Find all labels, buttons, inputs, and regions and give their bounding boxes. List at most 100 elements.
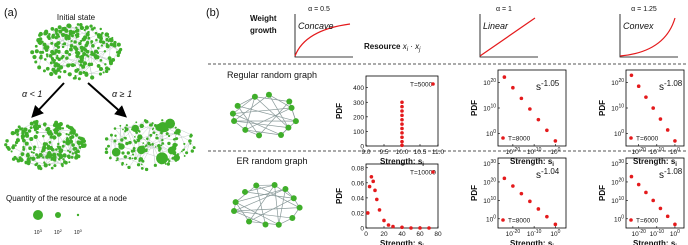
edge	[268, 94, 292, 109]
node	[80, 144, 85, 149]
tick-label: 10-10	[650, 229, 665, 238]
node	[59, 70, 62, 73]
tick-label: 0.02	[351, 210, 364, 217]
node	[20, 134, 26, 139]
node	[51, 58, 55, 62]
base: 10	[670, 149, 678, 156]
base: 10	[631, 149, 639, 156]
base: 10	[611, 80, 619, 87]
node	[189, 133, 193, 136]
node	[74, 68, 79, 73]
tick-label: 400	[353, 85, 364, 92]
edge	[60, 31, 65, 44]
node	[69, 44, 74, 48]
node	[101, 40, 106, 45]
node	[242, 126, 249, 133]
edge	[100, 51, 106, 61]
node	[113, 127, 117, 130]
base: 10	[486, 216, 494, 223]
node	[102, 71, 105, 74]
node	[154, 146, 157, 148]
x-label-main: Strength: s	[633, 157, 676, 166]
node	[41, 147, 45, 152]
tick-label: 10-10	[527, 147, 542, 156]
edge	[147, 138, 160, 147]
node	[168, 160, 170, 163]
sup: 0	[677, 229, 680, 235]
node	[43, 58, 47, 61]
node	[42, 69, 46, 73]
node	[29, 126, 33, 130]
row-label: Regular random graph	[227, 70, 317, 80]
edge	[53, 57, 68, 70]
growth-kind: Concave	[298, 21, 334, 31]
annotation: s-1.05	[536, 79, 560, 93]
node	[19, 157, 24, 163]
point	[373, 188, 377, 193]
node	[14, 129, 18, 133]
node	[121, 151, 125, 155]
node	[67, 34, 71, 39]
tick-label: 10-20	[506, 147, 521, 156]
node	[50, 49, 55, 55]
node	[246, 218, 253, 225]
node	[33, 145, 37, 149]
point	[400, 135, 404, 140]
node	[43, 161, 46, 164]
node	[24, 141, 29, 146]
node	[32, 151, 35, 154]
alpha-lt: α < 1	[22, 89, 42, 99]
node	[113, 40, 117, 45]
weight-label: Weight	[250, 14, 277, 23]
node	[275, 221, 282, 228]
node	[138, 159, 141, 163]
arrow	[87, 82, 127, 118]
node	[50, 158, 53, 161]
node	[35, 153, 39, 157]
node	[62, 27, 65, 30]
x-label-main: Strength: s	[380, 239, 423, 245]
node	[134, 140, 138, 144]
node	[52, 135, 57, 140]
node	[71, 34, 74, 38]
node	[78, 41, 82, 46]
node	[123, 155, 128, 159]
node	[73, 64, 76, 67]
node	[10, 131, 15, 136]
node	[85, 53, 89, 57]
chart: 0 20 40 60 80 0 0.02 0.04 0.06 0.08 PDF Strength: s…	[335, 163, 442, 245]
node	[45, 45, 50, 50]
base: 10	[527, 231, 535, 238]
point	[636, 84, 641, 89]
edge	[186, 140, 191, 153]
point	[400, 131, 404, 135]
base: 10	[506, 149, 514, 156]
node	[7, 147, 11, 151]
edge	[234, 207, 300, 212]
tick-label: 100	[614, 214, 624, 223]
sup: -20	[639, 229, 646, 235]
tick-label: 100	[486, 214, 496, 223]
size-marker	[33, 210, 43, 220]
base: 10	[34, 230, 40, 236]
network	[104, 118, 196, 172]
node	[57, 50, 61, 54]
node	[10, 150, 13, 153]
node	[99, 59, 103, 62]
node	[48, 141, 52, 144]
x-label-main: Strength: s	[510, 239, 553, 245]
node	[119, 47, 123, 52]
node	[289, 215, 296, 222]
plot-frame	[497, 157, 567, 229]
node	[182, 148, 185, 152]
node	[104, 150, 109, 155]
node	[282, 185, 289, 192]
tick-label: 80	[434, 231, 442, 238]
network	[30, 23, 123, 81]
node	[16, 133, 19, 136]
alpha: α = 1.25	[631, 6, 657, 13]
node	[178, 133, 180, 136]
point	[536, 207, 541, 211]
node	[63, 42, 67, 46]
